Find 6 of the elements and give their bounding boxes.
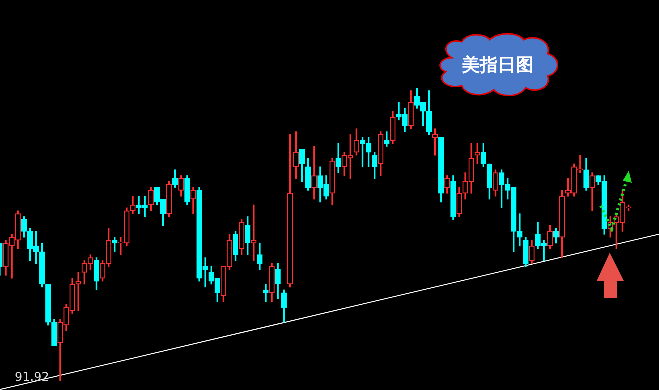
candlestick — [251, 204, 257, 262]
candlestick — [517, 214, 523, 247]
chart-title: 美指日图 — [460, 54, 535, 78]
candlestick — [263, 284, 269, 302]
candlestick — [384, 132, 390, 147]
annotation: 91.92 — [15, 370, 50, 384]
